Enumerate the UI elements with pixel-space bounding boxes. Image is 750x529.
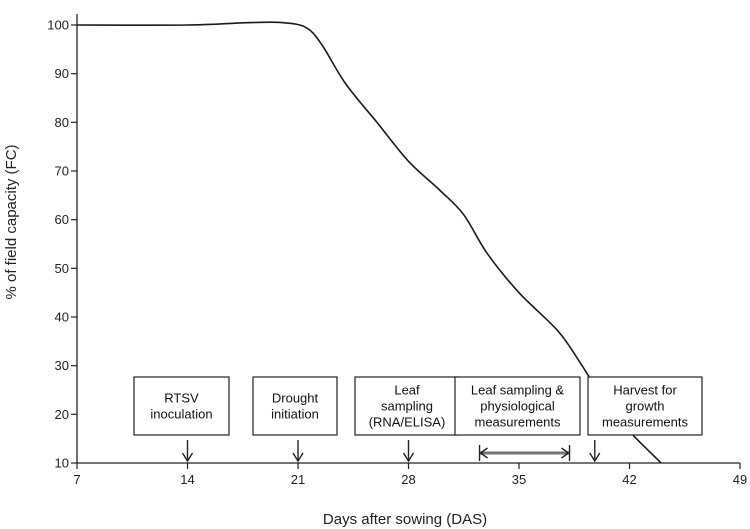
y-tick-label: 10 xyxy=(55,456,69,471)
annotation-text: (RNA/ELISA) xyxy=(369,415,446,430)
x-tick-label: 35 xyxy=(512,472,526,487)
x-ticks: 7 14 21 28 35 42 49 xyxy=(73,463,747,487)
annotations: RTSVinoculationDroughtinitiationLeafsamp… xyxy=(133,376,703,463)
y-axis-title: % of field capacity (FC) xyxy=(3,144,20,299)
annotation-text: growth xyxy=(625,399,664,414)
annotation-text: Leaf sampling & xyxy=(471,383,565,398)
annotation-text: RTSV xyxy=(164,391,199,406)
annotation-rect xyxy=(354,376,460,436)
x-tick-label: 28 xyxy=(401,472,415,487)
annotation-rect xyxy=(454,376,581,436)
annotation-text: sampling xyxy=(381,399,433,414)
x-axis: 7 14 21 28 35 42 49 xyxy=(73,462,747,487)
annotation-text: physiological xyxy=(480,399,555,414)
x-tick-label: 14 xyxy=(180,472,194,487)
annotation-text: measurements xyxy=(602,415,688,430)
annotation-text: inoculation xyxy=(150,407,212,422)
y-tick-label: 60 xyxy=(55,212,69,227)
y-ticks: 10 20 30 40 50 60 70 80 90 100 xyxy=(47,18,77,471)
annotation-text: Drought xyxy=(272,391,319,406)
arrow-head xyxy=(589,452,601,463)
annotation-rect xyxy=(252,376,338,436)
y-tick-label: 100 xyxy=(47,18,69,33)
x-tick-label: 42 xyxy=(622,472,636,487)
arrow-head xyxy=(402,452,415,463)
y-axis: 10 20 30 40 50 60 70 80 90 100 xyxy=(47,14,78,471)
y-tick-label: 40 xyxy=(55,310,69,325)
arrow-head xyxy=(181,452,194,463)
series-line xyxy=(76,21,662,464)
annotation-text: initiation xyxy=(271,407,319,422)
x-axis-title: Days after sowing (DAS) xyxy=(323,511,487,528)
annotation-text: Harvest for xyxy=(613,383,677,398)
y-tick-label: 50 xyxy=(55,261,69,276)
x-tick-label: 7 xyxy=(73,472,80,487)
annotation-rect xyxy=(587,376,703,436)
range-arrow-left xyxy=(479,447,488,459)
annotation-text: Leaf xyxy=(394,383,420,398)
y-tick-label: 80 xyxy=(55,115,69,130)
arrow-head xyxy=(292,452,304,463)
annotation-rect xyxy=(133,376,230,436)
x-tick-label: 21 xyxy=(291,472,305,487)
y-tick-label: 30 xyxy=(55,358,69,373)
annotation-text: measurements xyxy=(475,415,561,430)
y-tick-label: 20 xyxy=(55,407,69,422)
y-tick-label: 70 xyxy=(55,164,69,179)
range-arrow-right xyxy=(561,447,570,459)
y-tick-label: 90 xyxy=(55,66,69,81)
x-tick-label: 49 xyxy=(733,472,747,487)
